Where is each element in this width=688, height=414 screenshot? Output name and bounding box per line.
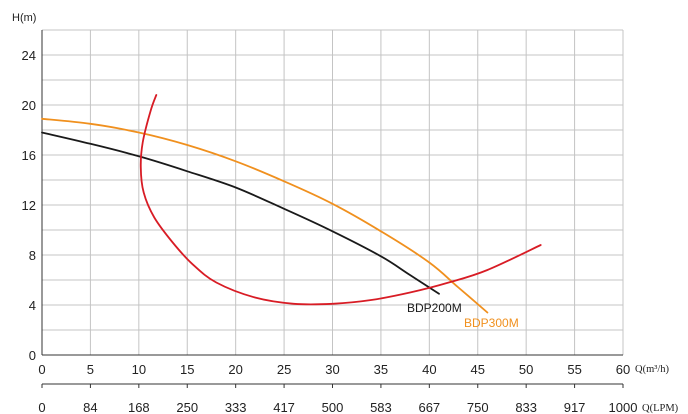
- y-tick-label: 8: [29, 248, 36, 263]
- x-tick-label-m3h: 20: [228, 362, 242, 377]
- y-axis-title: H(m): [12, 12, 36, 24]
- x-tick-label-m3h: 25: [277, 362, 291, 377]
- x-tick-label-lpm: 833: [515, 400, 537, 414]
- series-lines: [41, 94, 542, 314]
- x-tick-label-lpm: 168: [128, 400, 150, 414]
- y-tick-label: 12: [22, 198, 36, 213]
- x-tick-label-m3h: 10: [132, 362, 146, 377]
- x-tick-label-m3h: 5: [87, 362, 94, 377]
- x-tick-label-m3h: 50: [519, 362, 533, 377]
- x-tick-label-lpm: 500: [322, 400, 344, 414]
- x-tick-label-m3h: 40: [422, 362, 436, 377]
- series-line-bdp300m: [41, 117, 489, 314]
- x-tick-label-lpm: 0: [38, 400, 45, 414]
- x-tick-labels-m3h: 0 5 10 15 20 25 30 35 40 45 50 55 60: [38, 362, 630, 377]
- y-tick-label: 24: [22, 48, 36, 63]
- y-tick-label: 0: [29, 348, 36, 363]
- y-tick-label: 16: [22, 148, 36, 163]
- x-tick-label-lpm: 583: [370, 400, 392, 414]
- x-tick-label-lpm: 917: [564, 400, 586, 414]
- x-tick-label-lpm: 750: [467, 400, 489, 414]
- x-tick-label-m3h: 0: [38, 362, 45, 377]
- x-tick-label-m3h: 60: [616, 362, 630, 377]
- x-tick-label-lpm: 417: [273, 400, 295, 414]
- series-line-efficiency: [139, 94, 542, 306]
- x-tick-labels-lpm: 0 84 168 250 333 417 500 583 667 750 833 917 1000: [38, 384, 637, 414]
- x-axis-unit-m3h: Q(m³/h): [635, 364, 670, 375]
- x-tick-label-m3h: 55: [567, 362, 581, 377]
- x-axis-unit-lpm: Q(LPM): [642, 403, 679, 414]
- y-tick-labels: 0 4 8 12 16 20 24: [22, 48, 36, 363]
- y-tick-label: 20: [22, 98, 36, 113]
- x-tick-label-lpm: 84: [83, 400, 97, 414]
- x-tick-label-lpm: 250: [176, 400, 198, 414]
- series-line-bdp200m: [41, 131, 440, 295]
- series-label-bdp200m: BDP200M: [407, 301, 462, 315]
- x-tick-label-m3h: 30: [325, 362, 339, 377]
- x-tick-label-lpm: 1000: [609, 400, 638, 414]
- x-tick-label-lpm: 667: [418, 400, 440, 414]
- x-tick-label-m3h: 45: [471, 362, 485, 377]
- y-tick-label: 4: [29, 298, 36, 313]
- grid: [41, 29, 624, 355]
- x-tick-label-lpm: 333: [225, 400, 247, 414]
- series-label-bdp300m: BDP300M: [464, 316, 519, 330]
- x-tick-label-m3h: 35: [374, 362, 388, 377]
- x-tick-label-m3h: 15: [180, 362, 194, 377]
